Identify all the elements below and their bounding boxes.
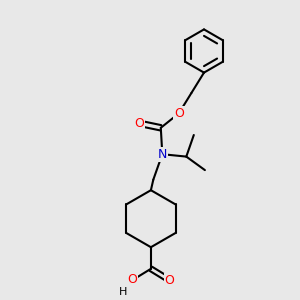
Text: H: H <box>119 286 128 297</box>
Text: O: O <box>174 107 184 120</box>
Text: O: O <box>134 117 144 130</box>
Text: O: O <box>165 274 174 287</box>
Text: N: N <box>158 148 167 161</box>
Text: O: O <box>127 273 136 286</box>
